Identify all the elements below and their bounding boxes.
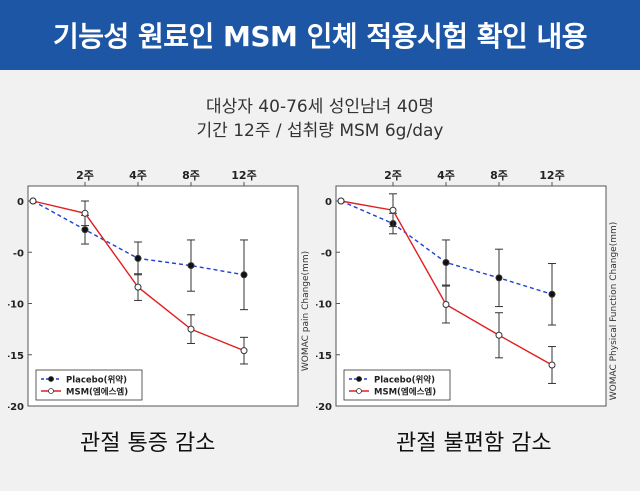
legend-box xyxy=(343,369,451,401)
data-point-msm xyxy=(29,197,37,205)
x-tick-label: 12주 xyxy=(231,169,256,182)
x-tick-label: 12주 xyxy=(539,169,564,182)
y-tick-label: 0 xyxy=(325,197,332,208)
y-tick-label: 0 xyxy=(17,197,24,208)
data-point-msm xyxy=(81,209,89,217)
data-point-placebo xyxy=(187,262,195,270)
page-title: 기능성 원료인 MSM 인체 적용시험 확인 내용 xyxy=(52,20,588,53)
y-tick-label: -0 xyxy=(13,248,24,259)
legend-label: MSM(엠에스엠) xyxy=(374,387,436,398)
data-point-msm xyxy=(240,347,248,355)
y-tick-label: -10 xyxy=(8,300,24,311)
data-point-placebo xyxy=(548,290,556,298)
legend-label: Placebo(위약) xyxy=(374,375,435,386)
legend-marker xyxy=(48,388,54,394)
data-point-msm xyxy=(134,283,142,291)
data-point-msm xyxy=(337,197,345,205)
legend-label: MSM(엠에스엠) xyxy=(66,387,128,398)
data-point-msm xyxy=(495,331,503,339)
y-axis-label: WOMAC pain Change(mm) xyxy=(301,251,310,371)
data-point-msm xyxy=(389,206,397,214)
data-point-msm xyxy=(187,325,195,333)
y-tick-label: -10 xyxy=(316,300,332,311)
legend-marker xyxy=(48,376,54,382)
y-tick-label: -20 xyxy=(8,402,24,413)
study-period-dose: 기간 12주 / 섭취량 MSM 6g/day xyxy=(196,121,444,141)
y-tick-label: -15 xyxy=(8,351,24,362)
y-tick-label: -20 xyxy=(316,402,332,413)
title-banner: 기능성 원료인 MSM 인체 적용시험 확인 내용 xyxy=(0,0,640,70)
legend-label: Placebo(위약) xyxy=(66,375,127,386)
data-point-placebo xyxy=(495,274,503,282)
legend-box xyxy=(35,369,143,401)
x-tick-label: 8주 xyxy=(490,169,508,182)
function-chart: 2주 4주 8주 12주 0 -0 -10 -15 -20 WOMAC Physical Func… xyxy=(316,169,619,413)
pain-chart-caption: 관절 통증 감소 xyxy=(80,431,216,456)
x-tick-label: 4주 xyxy=(129,169,147,182)
data-point-placebo xyxy=(134,254,142,262)
data-point-placebo xyxy=(81,226,89,234)
legend-marker xyxy=(356,388,362,394)
plot-frame xyxy=(335,185,607,407)
x-tick-label: 8주 xyxy=(182,169,200,182)
function-chart-caption: 관절 불편함 감소 xyxy=(396,431,552,456)
pain-chart: 2주 4주 8주 12주 0 -0 -10 -15 -20 WOMAC pain Change(m… xyxy=(8,169,310,413)
data-point-placebo xyxy=(442,259,450,266)
legend-marker xyxy=(356,376,362,382)
y-axis-label: WOMAC Physical Function Change(mm) xyxy=(609,222,619,401)
data-point-placebo xyxy=(240,271,248,279)
study-subjects: 대상자 40-76세 성인남녀 40명 xyxy=(205,97,434,117)
x-tick-label: 4주 xyxy=(437,169,455,182)
data-point-msm xyxy=(548,361,556,369)
y-tick-label: -15 xyxy=(316,351,332,362)
y-tick-label: -0 xyxy=(321,248,332,259)
x-tick-label: 2주 xyxy=(384,169,402,182)
x-tick-label: 2주 xyxy=(76,169,94,182)
data-point-msm xyxy=(442,301,450,309)
